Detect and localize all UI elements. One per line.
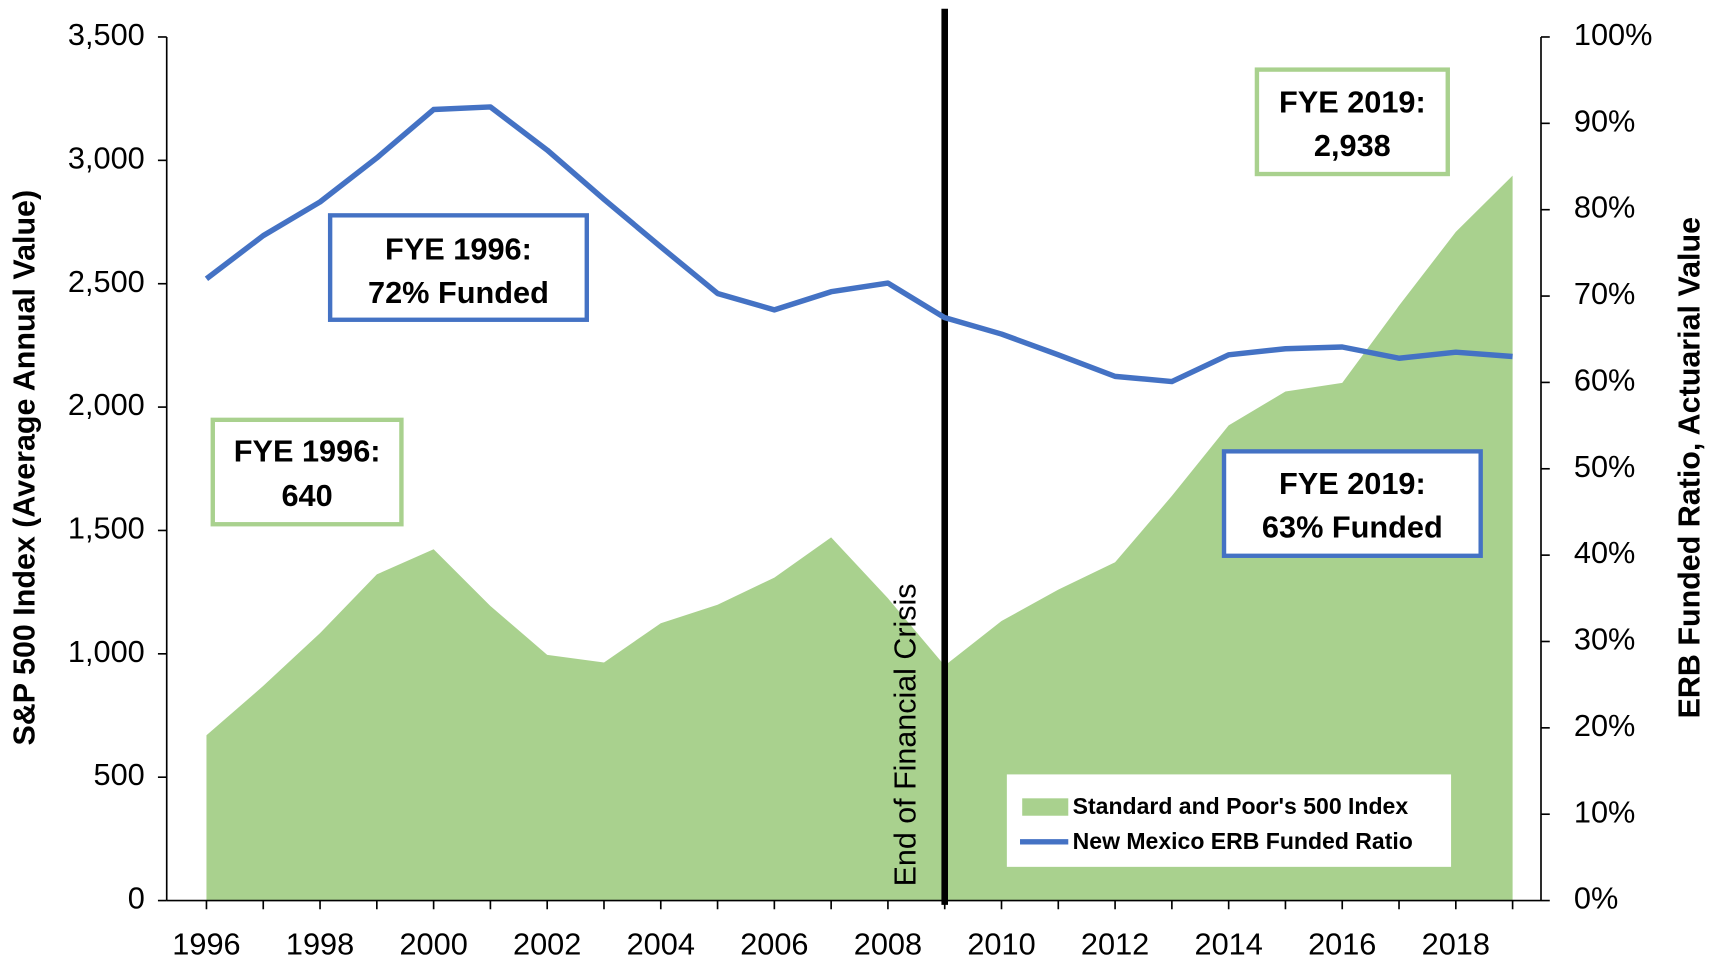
annotation-text: FYE 1996: <box>234 435 381 469</box>
x-tick-label: 2000 <box>399 927 467 961</box>
x-tick-label: 2010 <box>967 927 1035 961</box>
legend-label: Standard and Poor's 500 Index <box>1073 793 1409 819</box>
annotation: FYE 2019: 63% Funded <box>1221 449 1483 558</box>
area <box>206 175 1513 901</box>
x-tick-label: 2008 <box>854 927 922 961</box>
plot: End of Financial Crisis 0 500 1,000 1,500 2,0… <box>68 8 1653 961</box>
annotation-text: 2,938 <box>1314 129 1391 163</box>
event-label: End of Financial Crisis <box>888 584 922 887</box>
annotation-text: 72% Funded <box>368 276 549 310</box>
y-tick-label: 0 <box>128 882 145 916</box>
x-tick-label: 2002 <box>513 927 581 961</box>
y2-tick-label: 50% <box>1574 450 1635 484</box>
y-tick-label: 3,500 <box>68 18 145 52</box>
x-tick-label: 1998 <box>286 927 354 961</box>
y2-tick-label: 80% <box>1574 191 1635 225</box>
annotation: FYE 1996: 72% Funded <box>327 213 589 322</box>
y2-tick-label: 70% <box>1574 277 1635 311</box>
y2-tick-label: 20% <box>1574 709 1635 743</box>
y-tick-label: 500 <box>94 758 145 792</box>
x-tick-label: 2004 <box>627 927 695 961</box>
y2-tick-label: 10% <box>1574 795 1635 829</box>
annotation: FYE 2019: 2,938 <box>1254 67 1450 177</box>
y-tick-label: 2,500 <box>68 265 145 299</box>
x-tick-label: 1996 <box>172 927 240 961</box>
annotation-text: FYE 1996: <box>385 232 532 266</box>
y-axis-label: S&P 500 Index (Average Annual Value) <box>7 190 41 746</box>
y-tick-label: 2,000 <box>68 388 145 422</box>
annotation-text: FYE 2019: <box>1279 86 1426 120</box>
y2-tick-label: 30% <box>1574 623 1635 657</box>
x-tick-label: 2012 <box>1081 927 1149 961</box>
line <box>204 104 1513 385</box>
annotation-text: 640 <box>281 479 332 513</box>
y-tick-label: 1,000 <box>68 635 145 669</box>
y2-tick-label: 60% <box>1574 364 1635 398</box>
annotation-text: FYE 2019: <box>1279 467 1426 501</box>
y-tick-label: 3,000 <box>68 142 145 176</box>
y2-tick-label: 90% <box>1574 104 1635 138</box>
legend: Standard and Poor's 500 Index New Mexico… <box>1006 774 1452 867</box>
y-tick-label: 1,500 <box>68 512 145 546</box>
x-tick-label: 2016 <box>1308 927 1376 961</box>
y2-tick-label: 100% <box>1574 18 1653 52</box>
y2-tick-label: 0% <box>1574 882 1618 916</box>
x-tick-label: 2014 <box>1195 927 1263 961</box>
legend-label: New Mexico ERB Funded Ratio <box>1073 828 1413 854</box>
x-tick-label: 2006 <box>740 927 808 961</box>
x-tick-label: 2018 <box>1422 927 1490 961</box>
y2-tick-label: 40% <box>1574 536 1635 570</box>
legend-swatch <box>1022 798 1069 816</box>
annotation: FYE 1996: 640 <box>210 417 404 527</box>
annotation-text: 63% Funded <box>1262 511 1443 545</box>
y2-axis-label: ERB Funded Ratio, Actuarial Value <box>1672 217 1706 718</box>
